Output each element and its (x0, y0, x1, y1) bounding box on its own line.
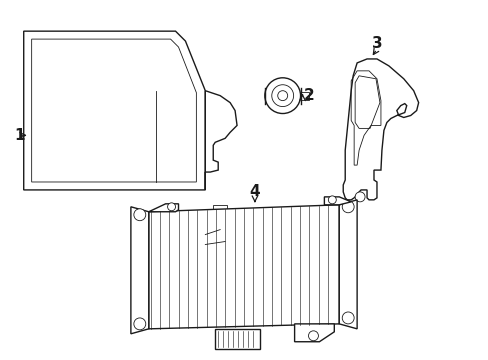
Bar (213, 205, 226, 213)
Polygon shape (324, 197, 350, 205)
Circle shape (342, 312, 353, 324)
Circle shape (342, 201, 353, 213)
Bar (300, 92, 308, 100)
Polygon shape (343, 59, 418, 200)
Text: 4: 4 (249, 184, 260, 199)
Text: 1: 1 (15, 128, 25, 143)
Polygon shape (294, 324, 334, 342)
Circle shape (308, 331, 318, 341)
Circle shape (277, 91, 287, 100)
Circle shape (354, 192, 365, 202)
Circle shape (134, 209, 145, 221)
Bar (213, 225, 226, 233)
Circle shape (271, 85, 293, 107)
Circle shape (134, 318, 145, 330)
Circle shape (167, 203, 175, 211)
Polygon shape (339, 200, 356, 329)
Circle shape (264, 78, 300, 113)
Circle shape (327, 196, 336, 204)
Polygon shape (131, 207, 148, 334)
Polygon shape (215, 329, 259, 349)
Polygon shape (24, 31, 205, 190)
Bar (213, 215, 226, 223)
Polygon shape (148, 205, 339, 329)
Polygon shape (148, 204, 178, 212)
Polygon shape (205, 91, 237, 190)
Text: 3: 3 (371, 36, 382, 50)
Text: 2: 2 (304, 88, 314, 103)
